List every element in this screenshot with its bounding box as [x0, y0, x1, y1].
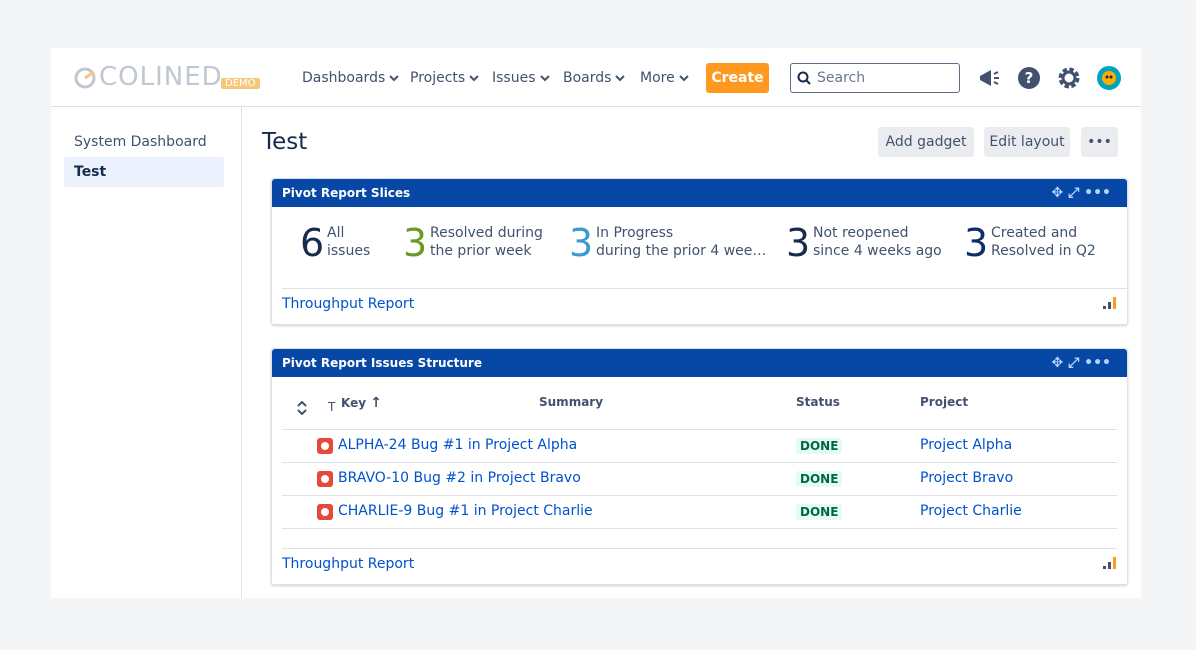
- nav-item[interactable]: Boards: [563, 70, 626, 86]
- gadget: Pivot Report Slices ✥ ⤢ ••• Throughput Re…: [271, 178, 1128, 325]
- slice-label[interactable]: the prior week: [430, 243, 532, 259]
- logo[interactable]: COLINED: [99, 62, 223, 92]
- column-header: Summary: [539, 395, 604, 409]
- slice-label[interactable]: Resolved in Q2: [991, 243, 1096, 259]
- logo-icon: [74, 67, 96, 89]
- project-link[interactable]: Project Alpha: [920, 437, 1013, 453]
- caret: [615, 75, 626, 82]
- sidebar-item[interactable]: Test: [64, 157, 224, 187]
- slice-label[interactable]: Not reopened: [813, 225, 909, 241]
- action-button[interactable]: Add gadget: [878, 127, 974, 157]
- slice-label[interactable]: Created and: [991, 225, 1078, 241]
- help-icon[interactable]: ?: [1017, 66, 1041, 90]
- gadget-header: Pivot Report Slices ✥ ⤢ •••: [272, 179, 1127, 207]
- gadget-controls[interactable]: ✥ ⤢ •••: [1051, 355, 1111, 371]
- slice-count[interactable]: 3: [964, 221, 989, 265]
- sort-toggle[interactable]: [297, 401, 307, 415]
- page-title: Test: [262, 129, 308, 155]
- svg-text:?: ?: [1025, 69, 1034, 87]
- issue-type-icon: [317, 438, 333, 454]
- issue-link[interactable]: ALPHA-24 Bug #1 in Project Alpha: [338, 437, 577, 453]
- row-divider: [282, 462, 1117, 463]
- report-icon: [1103, 557, 1116, 569]
- gadget-title: Pivot Report Slices: [282, 186, 411, 200]
- report-icon: [1103, 297, 1116, 309]
- project-link[interactable]: Project Bravo: [920, 470, 1014, 486]
- nav-item[interactable]: Dashboards: [302, 70, 399, 86]
- issue-key: ALPHA-24: [338, 437, 407, 453]
- slice-label[interactable]: since 4 weeks ago: [813, 243, 942, 259]
- nav-label: Dashboards: [302, 70, 386, 86]
- search-box[interactable]: Search: [790, 63, 960, 93]
- divider: [282, 288, 1127, 289]
- nav-item[interactable]: Issues: [492, 70, 550, 86]
- logo-badge: DEMO: [221, 78, 260, 89]
- slice-count[interactable]: 6: [300, 221, 325, 265]
- column-header: Project: [920, 395, 969, 409]
- footer-link[interactable]: Throughput Report: [282, 556, 415, 572]
- gadget-title: Pivot Report Issues Structure: [282, 356, 482, 370]
- row-divider: [282, 495, 1117, 496]
- nav-item[interactable]: More: [640, 70, 689, 86]
- slice-label[interactable]: In Progress: [596, 225, 674, 241]
- nav-item[interactable]: Projects: [410, 70, 479, 86]
- avatar[interactable]: [1097, 66, 1121, 90]
- caret: [389, 75, 399, 82]
- bug-dot: [321, 442, 329, 450]
- column-header: Status: [796, 395, 840, 409]
- slice-label[interactable]: All: [327, 225, 345, 241]
- status-lozenge: DONE: [796, 471, 843, 487]
- issue-key: BRAVO-10: [338, 470, 410, 486]
- slice-count[interactable]: 3: [569, 221, 594, 265]
- gadget: Pivot Report Issues Structure ✥ ⤢ ••• T K…: [271, 348, 1128, 585]
- row-divider: [282, 429, 1117, 430]
- column-header: T: [328, 400, 336, 414]
- search-icon: [797, 71, 811, 85]
- column-header[interactable]: Key ↑: [341, 395, 382, 411]
- issue-summary: Bug #1 in Project Alpha: [410, 437, 578, 453]
- slice-label[interactable]: Resolved during: [430, 225, 543, 241]
- slice-count[interactable]: 3: [403, 221, 428, 265]
- issue-summary: Bug #2 in Project Bravo: [413, 470, 581, 486]
- search-placeholder: Search: [817, 70, 866, 86]
- nav-label: Issues: [492, 70, 536, 86]
- bug-dot: [321, 475, 329, 483]
- status-lozenge: DONE: [796, 438, 843, 454]
- slice-label[interactable]: during the prior 4 wee…: [596, 243, 767, 259]
- bug-dot: [321, 508, 329, 516]
- project-link[interactable]: Project Charlie: [920, 503, 1022, 519]
- sidebar-item[interactable]: System Dashboard: [74, 134, 207, 150]
- nav-label: Projects: [410, 70, 466, 86]
- notifications-icon[interactable]: [977, 66, 1001, 90]
- issue-link[interactable]: BRAVO-10 Bug #2 in Project Bravo: [338, 470, 581, 486]
- row-divider: [282, 528, 1117, 529]
- caret: [469, 75, 479, 82]
- caret: [679, 75, 689, 82]
- issue-type-icon: [317, 504, 333, 520]
- slice-label[interactable]: issues: [327, 243, 371, 259]
- issue-link[interactable]: CHARLIE-9 Bug #1 in Project Charlie: [338, 503, 593, 519]
- slice-count[interactable]: 3: [786, 221, 811, 265]
- issue-key: CHARLIE-9: [338, 503, 413, 519]
- create-button[interactable]: Create: [706, 63, 769, 93]
- footer-link[interactable]: Throughput Report: [282, 296, 415, 312]
- more-actions-button[interactable]: •••: [1081, 127, 1118, 157]
- divider: [282, 548, 1117, 549]
- column-header-text: Key: [341, 396, 367, 410]
- settings-icon[interactable]: [1057, 66, 1081, 90]
- status-lozenge: DONE: [796, 504, 843, 520]
- top-bar: [51, 48, 1141, 107]
- action-button[interactable]: Edit layout: [984, 127, 1070, 157]
- issue-type-icon: [317, 471, 333, 487]
- caret: [539, 75, 550, 82]
- gadget-controls[interactable]: ✥ ⤢ •••: [1051, 185, 1111, 201]
- gadget-header: Pivot Report Issues Structure ✥ ⤢ •••: [272, 349, 1127, 377]
- issue-summary: Bug #1 in Project Charlie: [416, 503, 593, 519]
- nav-label: More: [640, 70, 675, 86]
- nav-label: Boards: [563, 70, 612, 86]
- sidebar-border: [241, 107, 242, 598]
